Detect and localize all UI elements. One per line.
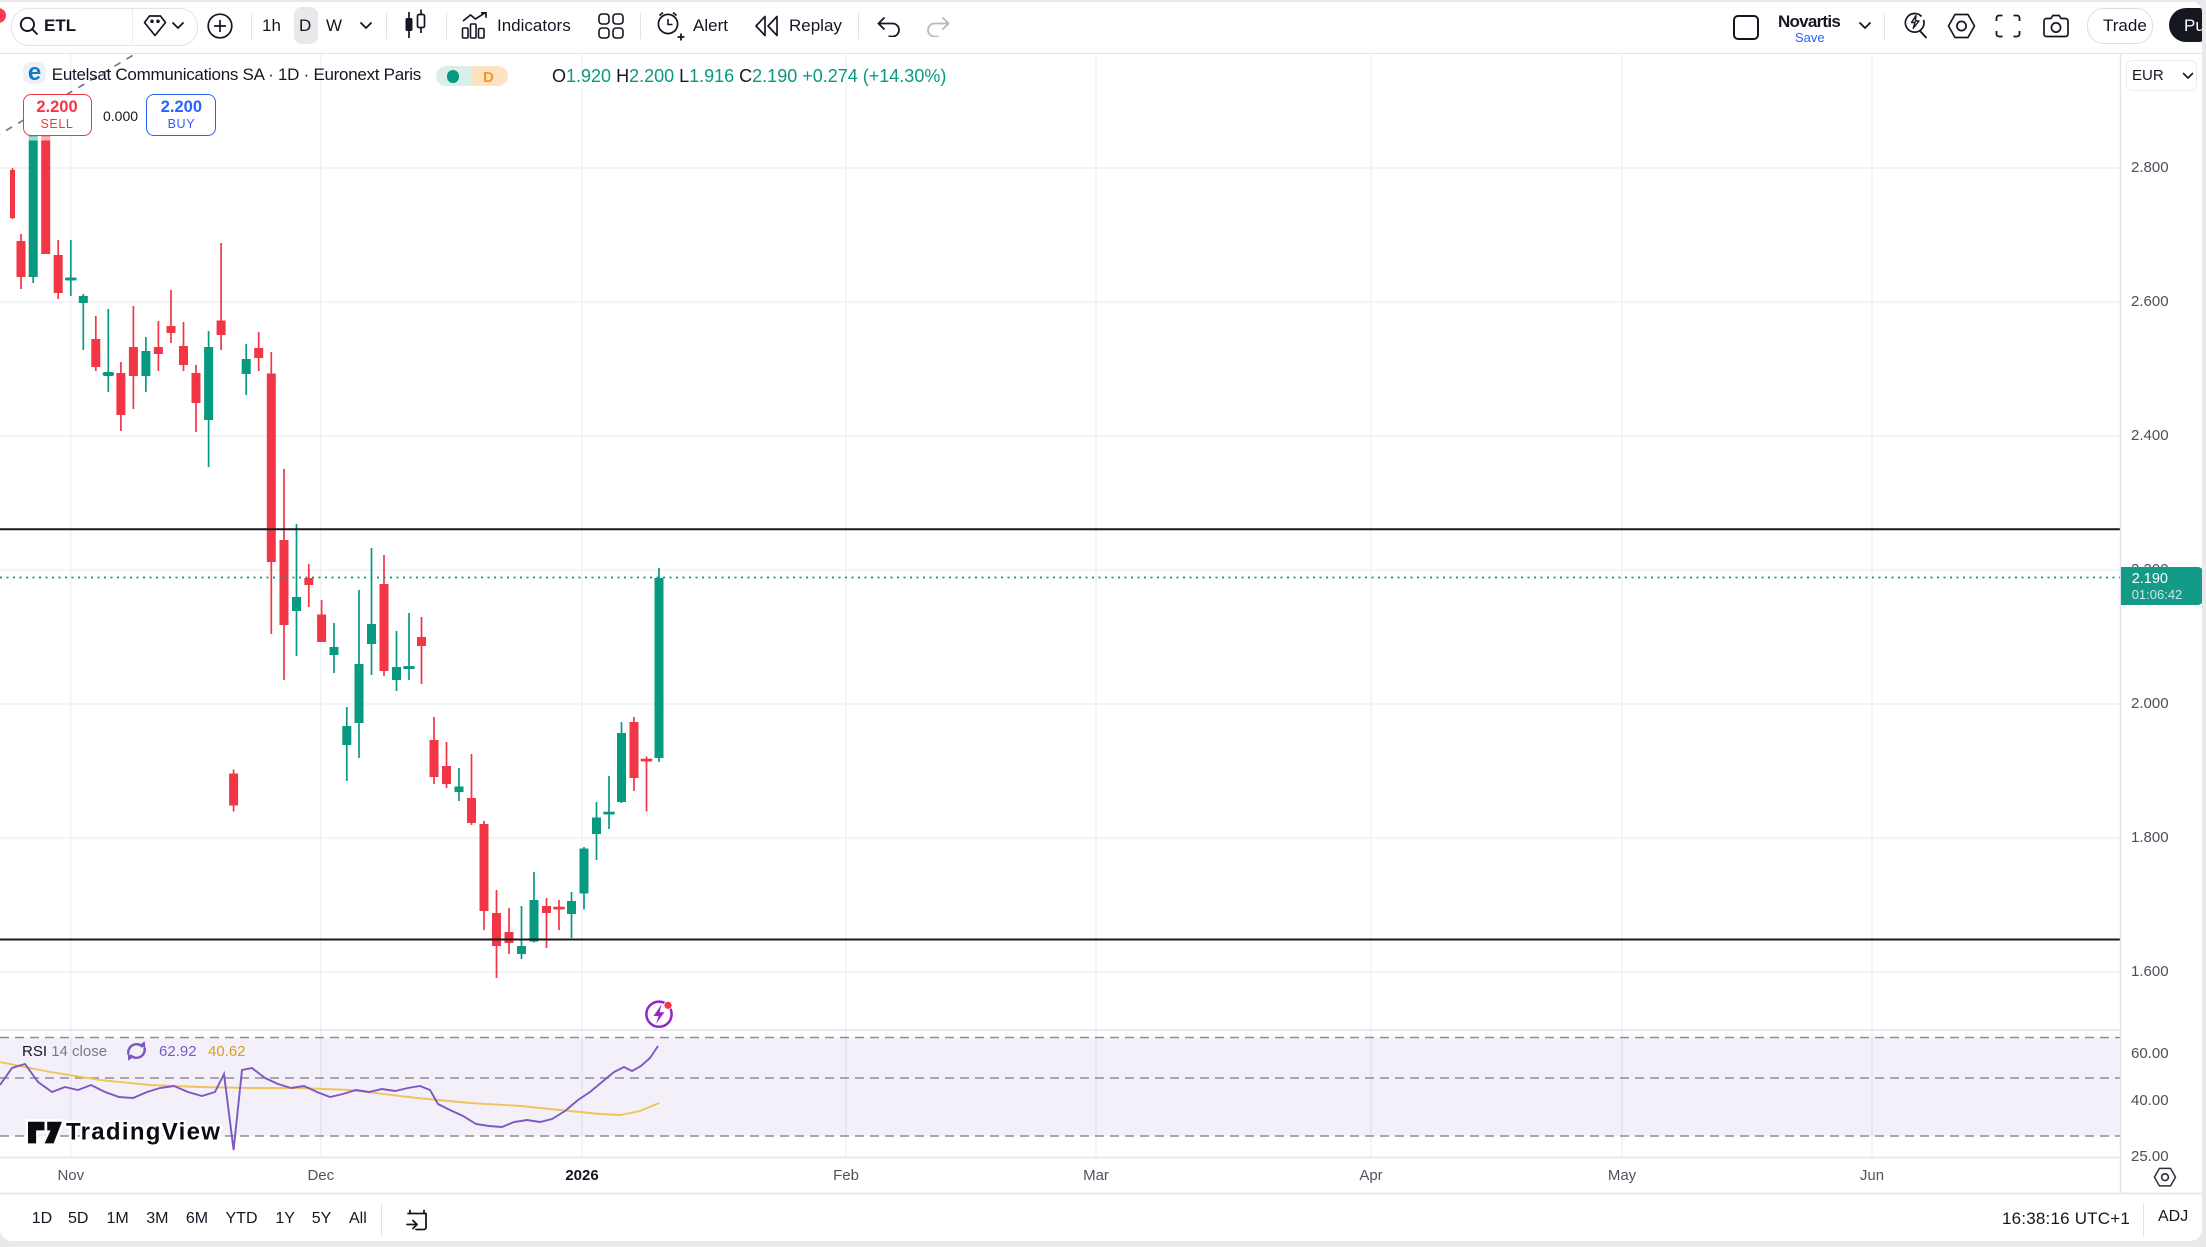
svg-text:TradingView: TradingView (66, 1119, 221, 1146)
